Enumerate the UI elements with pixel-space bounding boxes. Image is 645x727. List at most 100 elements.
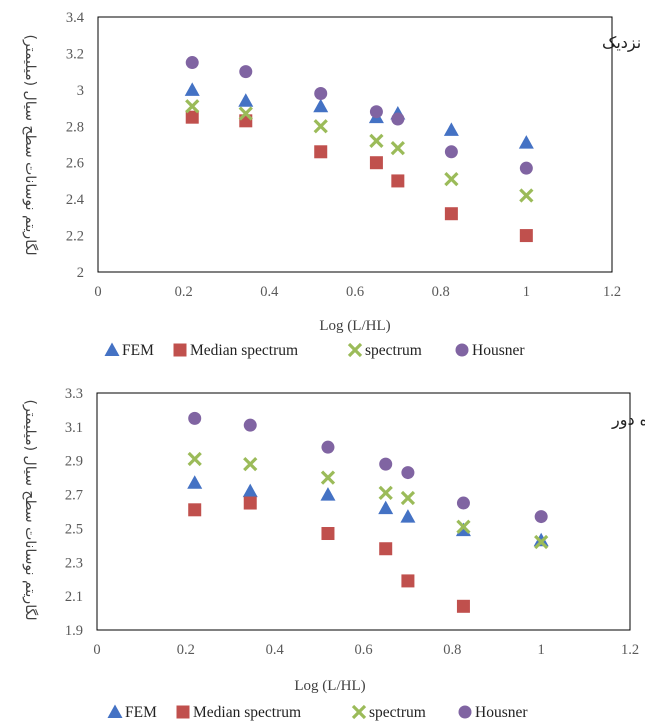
y-tick-label: 2.7 xyxy=(65,488,83,504)
data-point xyxy=(378,500,394,515)
chart-title: زلزله های حوزه دور xyxy=(611,410,645,430)
x-tick-label: 0.4 xyxy=(266,642,285,658)
y-axis-label: لگاریتم نوسانات سطح سیال (میلیمتر) xyxy=(22,35,39,256)
data-point xyxy=(401,574,415,588)
x-marker-stroke xyxy=(369,133,384,148)
legend-marker-triangle xyxy=(104,342,120,356)
series-spectrum xyxy=(185,99,534,203)
data-point xyxy=(379,542,393,556)
x-marker-stroke xyxy=(534,534,549,550)
x-tick-label: 1 xyxy=(538,642,545,658)
x-axis-label: Log (L/HL) xyxy=(319,318,390,334)
y-tick-label: 2.3 xyxy=(65,555,83,571)
data-point xyxy=(242,483,258,498)
data-point xyxy=(533,532,549,547)
legend-marker-square xyxy=(176,705,190,719)
data-point xyxy=(369,105,383,119)
legend-marker-square xyxy=(173,343,187,357)
data-point xyxy=(401,466,415,480)
x-marker-stroke xyxy=(187,451,202,467)
legend-marker-x xyxy=(347,342,363,358)
data-point xyxy=(391,112,405,126)
data-point xyxy=(238,106,253,121)
plot-box xyxy=(96,392,631,631)
x-marker-stroke xyxy=(351,704,367,720)
x-tick-label: 0.8 xyxy=(432,284,450,300)
y-tick-label: 3.1 xyxy=(65,420,83,436)
data-point xyxy=(369,156,383,170)
x-tick-label: 0.2 xyxy=(175,284,193,300)
x-marker-stroke xyxy=(243,456,258,472)
data-point xyxy=(444,145,458,159)
x-marker-stroke xyxy=(519,188,534,203)
data-point xyxy=(321,527,335,541)
data-point xyxy=(188,503,202,517)
x-tick-label: 0.6 xyxy=(346,284,364,300)
data-point xyxy=(320,470,336,485)
y-tick-label: 2.9 xyxy=(65,454,83,470)
series-fem xyxy=(187,475,549,547)
data-point xyxy=(391,174,405,188)
y-tick-label: 3.2 xyxy=(66,46,84,62)
y-tick-label: 3.3 xyxy=(65,386,83,402)
legend-marker-circle xyxy=(458,705,472,719)
y-tick-label: 2.6 xyxy=(66,156,84,172)
legend-label: FEM xyxy=(122,342,154,359)
data-point xyxy=(184,82,200,96)
x-tick-label: 0.8 xyxy=(443,642,461,658)
data-point xyxy=(320,487,336,501)
x-tick-label: 1.2 xyxy=(603,284,621,300)
series-housner xyxy=(185,56,533,175)
x-tick-label: 1.2 xyxy=(621,642,639,658)
y-tick-label: 3 xyxy=(77,83,84,99)
x-tick-label: 0.2 xyxy=(177,642,195,658)
data-point xyxy=(243,418,257,432)
data-point xyxy=(239,65,253,79)
data-point xyxy=(369,133,384,148)
data-point xyxy=(185,99,200,114)
data-point xyxy=(444,207,458,221)
x-marker-stroke xyxy=(378,485,393,501)
legend-marker-x xyxy=(351,704,367,720)
data-point xyxy=(534,534,549,550)
x-tick-label: 1 xyxy=(523,284,530,300)
x-marker-stroke xyxy=(390,141,405,156)
legend-label: spectrum xyxy=(369,704,426,721)
chart-2: 1.9 2.1 2.3 2.5 2.7 2.9 3.1 3.3 0 0.2 0.4 0.6 0.8 1 1.… xyxy=(22,386,645,721)
data-point xyxy=(456,519,471,534)
data-point xyxy=(444,171,459,187)
data-point xyxy=(378,485,393,501)
data-point xyxy=(379,457,393,471)
x-axis-label: Log (L/HL) xyxy=(294,678,365,694)
data-point xyxy=(321,440,335,454)
y-tick-label: 2 xyxy=(77,265,84,281)
y-tick-label: 2.4 xyxy=(66,192,85,208)
y-tick-label: 1.9 xyxy=(65,623,83,639)
x-marker-stroke xyxy=(347,342,363,358)
y-axis-label: لگاریتم نوسانات سطح سیال (میلیمتر) xyxy=(22,400,39,621)
legend-marker-triangle xyxy=(107,704,123,718)
data-point xyxy=(185,56,199,70)
x-marker-stroke xyxy=(456,519,471,534)
data-point xyxy=(188,411,202,425)
data-point xyxy=(185,110,199,124)
series-fem xyxy=(184,82,534,149)
chart-1: 2 2.2 2.4 2.6 2.8 3 3.2 3.4 0 0.2 0.4 0.6 0.8 1 1.2 زلز… xyxy=(22,10,645,359)
y-tick-label: 2.1 xyxy=(65,589,83,605)
x-marker-stroke xyxy=(320,470,336,485)
data-point xyxy=(243,456,258,472)
legend-label: Median spectrum xyxy=(190,342,298,359)
series-median-spectrum xyxy=(188,496,470,613)
chart-title: زلزله های حوزه نزدیک xyxy=(602,33,645,53)
y-tick-label: 2.2 xyxy=(66,229,84,245)
x-tick-label: 0.6 xyxy=(354,642,372,658)
x-marker-stroke xyxy=(400,490,416,506)
data-point xyxy=(456,599,470,613)
legend-label: FEM xyxy=(125,704,157,721)
data-point xyxy=(313,98,329,113)
data-point xyxy=(314,87,328,100)
data-point xyxy=(400,490,416,506)
y-tick-label: 2.8 xyxy=(66,119,84,135)
data-point xyxy=(238,93,254,107)
legend-label: Housner xyxy=(475,704,528,721)
